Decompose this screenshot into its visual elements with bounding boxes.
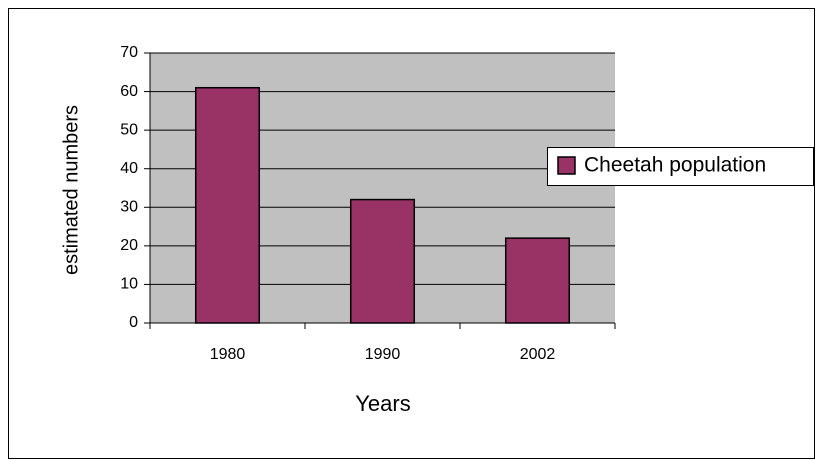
y-tick-label: 0 bbox=[129, 314, 138, 331]
y-tick-label: 10 bbox=[120, 276, 138, 293]
y-tick-label: 40 bbox=[120, 160, 138, 177]
legend-swatch bbox=[557, 156, 576, 175]
legend-label: Cheetah population bbox=[584, 154, 766, 177]
x-tick-label: 1990 bbox=[365, 346, 401, 363]
x-axis-label: Years bbox=[355, 391, 410, 416]
y-tick-label: 50 bbox=[120, 121, 138, 138]
bar bbox=[349, 198, 416, 324]
y-tick-label: 60 bbox=[120, 83, 138, 100]
y-axis-label: estimated numbers bbox=[60, 105, 82, 275]
y-tick-label: 30 bbox=[120, 199, 138, 216]
bar bbox=[194, 86, 261, 324]
y-tick-label: 70 bbox=[120, 44, 138, 61]
bar bbox=[504, 237, 571, 324]
y-tick-label: 20 bbox=[120, 237, 138, 254]
legend-box bbox=[547, 147, 814, 186]
x-tick-label: 1980 bbox=[210, 346, 246, 363]
x-tick-label: 2002 bbox=[520, 346, 556, 363]
